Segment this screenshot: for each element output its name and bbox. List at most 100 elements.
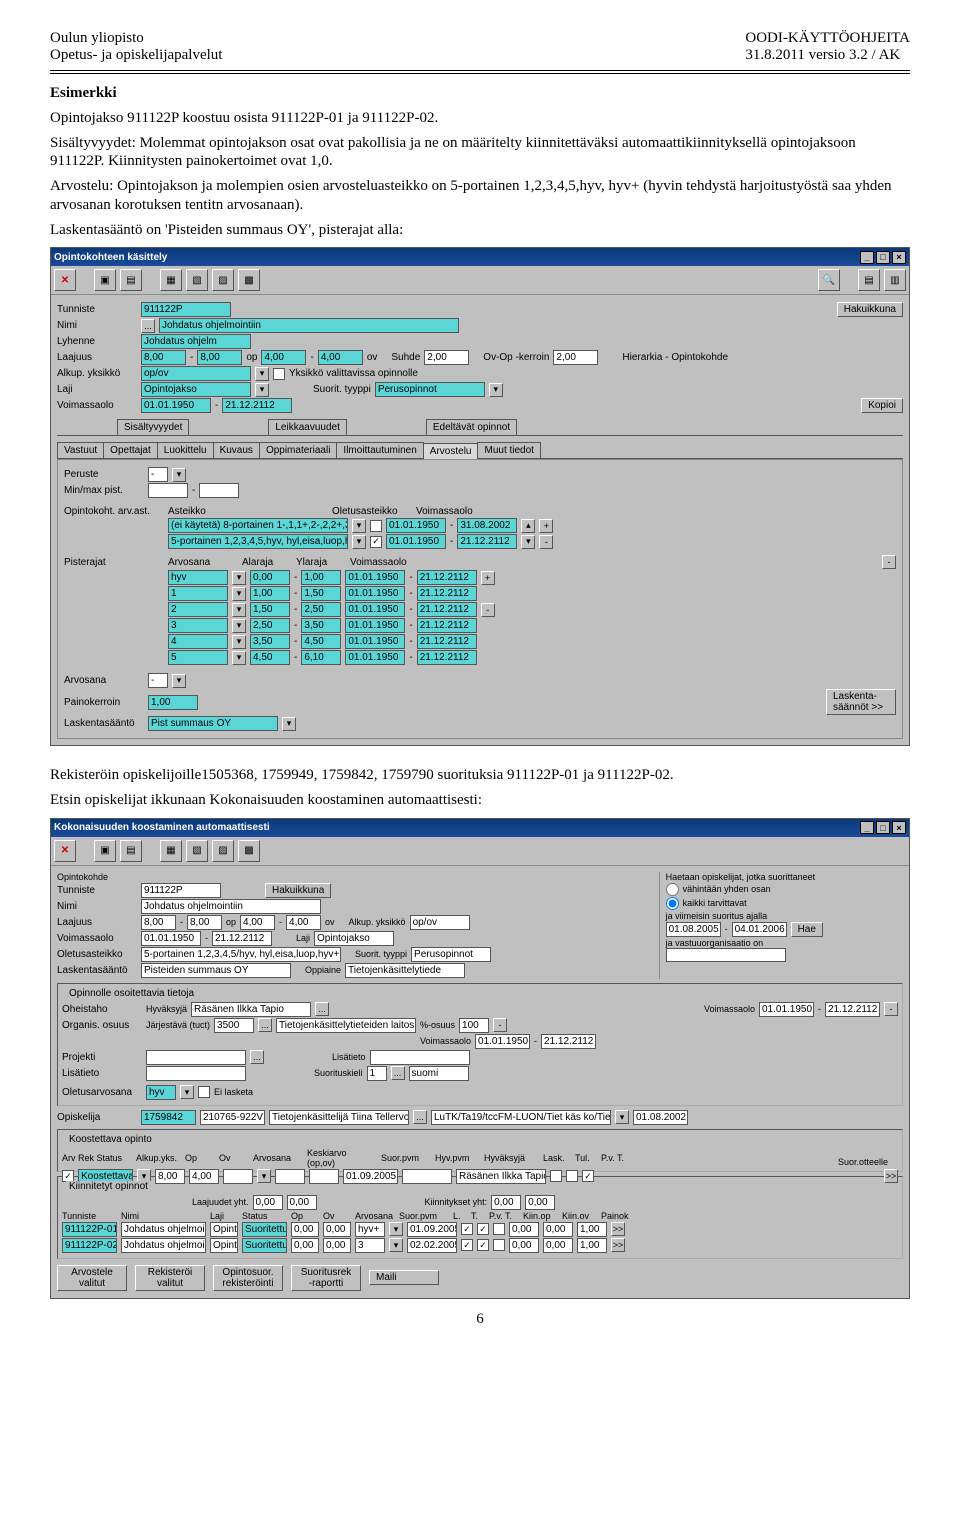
tool-icon[interactable]: ▤ bbox=[120, 269, 142, 291]
cell-ala[interactable]: 1,50 bbox=[250, 602, 290, 617]
field-nimi[interactable]: Johdatus ohjelmointiin bbox=[159, 318, 459, 333]
cell-vb[interactable]: 21.12.2112 bbox=[417, 650, 477, 665]
down-icon[interactable]: ▾ bbox=[521, 535, 535, 549]
field-ast1b[interactable]: 31.08.2002 bbox=[457, 518, 517, 533]
tab-vastuut[interactable]: Vastuut bbox=[57, 442, 104, 458]
field-ast2a[interactable]: 01.01.1950 bbox=[386, 534, 446, 549]
tab-leikkaavuudet[interactable]: Leikkaavuudet bbox=[268, 419, 347, 435]
tool-icon[interactable]: ▥ bbox=[884, 269, 906, 291]
field-voim-b[interactable]: 21.12.2112 bbox=[222, 398, 292, 413]
field-laajuus-d[interactable]: 4,00 bbox=[318, 350, 363, 365]
min-icon[interactable]: _ bbox=[860, 821, 874, 834]
cell-arv[interactable]: 2 bbox=[168, 602, 228, 617]
cell-vb[interactable]: 21.12.2112 bbox=[417, 618, 477, 633]
field-arvosana[interactable]: - bbox=[148, 673, 168, 688]
checkbox[interactable] bbox=[370, 520, 382, 532]
checkbox[interactable]: ✓ bbox=[370, 536, 382, 548]
hae-button[interactable]: Hae bbox=[791, 922, 823, 937]
cell-ala[interactable]: 4,50 bbox=[250, 650, 290, 665]
tab-luokittelu[interactable]: Luokittelu bbox=[157, 442, 214, 458]
dropdown-icon[interactable]: ▾ bbox=[352, 535, 366, 549]
tool-icon[interactable]: ▧ bbox=[186, 269, 208, 291]
cell-yla[interactable]: 6,10 bbox=[301, 650, 341, 665]
cell-vb[interactable]: 21.12.2112 bbox=[417, 570, 477, 585]
tool-icon[interactable]: ▦ bbox=[160, 269, 182, 291]
radio-kaikki[interactable] bbox=[666, 897, 679, 910]
cell-va[interactable]: 01.01.1950 bbox=[345, 602, 405, 617]
tab-sisaltyvyydet[interactable]: Sisältyvyydet bbox=[117, 419, 189, 435]
dropdown-icon[interactable]: ▾ bbox=[255, 383, 269, 397]
tool-icon[interactable]: ▩ bbox=[238, 840, 260, 862]
action-button[interactable]: Suoritusrek -raportti bbox=[291, 1265, 361, 1291]
field-ast1[interactable]: (ei käytetä) 8-portainen 1-,1,1+,2-,2,2+… bbox=[168, 518, 348, 533]
field-d1[interactable]: 01.08.2005 bbox=[666, 922, 721, 937]
field-laajuus-b[interactable]: 8,00 bbox=[197, 350, 242, 365]
field-suorit[interactable]: Perusopinnot bbox=[375, 382, 485, 397]
tool-icon[interactable]: ▣ bbox=[94, 269, 116, 291]
field-laajuus-c[interactable]: 4,00 bbox=[261, 350, 306, 365]
field-peruste[interactable]: - bbox=[148, 467, 168, 482]
tab-arvostelu[interactable]: Arvostelu bbox=[423, 443, 479, 459]
cell-yla[interactable]: 2,50 bbox=[301, 602, 341, 617]
action-button[interactable]: Arvostele valitut bbox=[57, 1265, 127, 1291]
dropdown-icon[interactable]: ▾ bbox=[255, 367, 269, 381]
field-d2[interactable]: 04.01.2006 bbox=[732, 922, 787, 937]
max-icon[interactable]: □ bbox=[876, 821, 890, 834]
cell-vb[interactable]: 21.12.2112 bbox=[417, 602, 477, 617]
cell-vb[interactable]: 21.12.2112 bbox=[417, 586, 477, 601]
field-voim-a[interactable]: 01.01.1950 bbox=[141, 398, 211, 413]
field-ast2b[interactable]: 21.12.2112 bbox=[457, 534, 517, 549]
cell-vb[interactable]: 21.12.2112 bbox=[417, 634, 477, 649]
field-tun[interactable]: 911122P bbox=[141, 883, 221, 898]
tab-kuvaus[interactable]: Kuvaus bbox=[213, 442, 260, 458]
action-button[interactable]: Maili bbox=[369, 1270, 439, 1285]
cell-arv[interactable]: 4 bbox=[168, 634, 228, 649]
dropdown-icon[interactable]: ▾ bbox=[172, 468, 186, 482]
cell-yla[interactable]: 1,00 bbox=[301, 570, 341, 585]
cell-va[interactable]: 01.01.1950 bbox=[345, 650, 405, 665]
hakuikkuna-button[interactable]: Hakuikkuna bbox=[837, 302, 903, 317]
action-button[interactable]: Opintosuor. rekisteröinti bbox=[213, 1265, 283, 1291]
search-icon[interactable]: 🔍 bbox=[818, 269, 840, 291]
cell-yla[interactable]: 3,50 bbox=[301, 618, 341, 633]
tool-icon[interactable]: ▨ bbox=[212, 269, 234, 291]
cell-yla[interactable]: 1,50 bbox=[301, 586, 341, 601]
cell-va[interactable]: 01.01.1950 bbox=[345, 618, 405, 633]
field-ast1a[interactable]: 01.01.1950 bbox=[386, 518, 446, 533]
up-icon[interactable]: ▴ bbox=[521, 519, 535, 533]
field-painok[interactable]: 1,00 bbox=[148, 695, 198, 710]
cell-arv[interactable]: hyv bbox=[168, 570, 228, 585]
dropdown-icon[interactable]: ▾ bbox=[172, 674, 186, 688]
checkbox-yksikko[interactable] bbox=[273, 368, 285, 380]
tool-icon[interactable]: ▩ bbox=[238, 269, 260, 291]
close-tool-icon[interactable]: ✕ bbox=[54, 840, 76, 862]
plus-button[interactable]: + bbox=[539, 519, 553, 533]
field-ovop[interactable]: 2,00 bbox=[553, 350, 598, 365]
dropdown-icon[interactable]: ▾ bbox=[352, 519, 366, 533]
tool-icon[interactable]: ▦ bbox=[160, 840, 182, 862]
laskentasaannot-button[interactable]: Laskenta-säännöt >> bbox=[826, 689, 896, 715]
cell-arv[interactable]: 5 bbox=[168, 650, 228, 665]
field-laji[interactable]: Opintojakso bbox=[141, 382, 251, 397]
tool-icon[interactable]: ▣ bbox=[94, 840, 116, 862]
tab-opettajat[interactable]: Opettajat bbox=[103, 442, 158, 458]
dropdown-icon[interactable]: ▾ bbox=[282, 717, 296, 731]
close-tool-icon[interactable]: ✕ bbox=[54, 269, 76, 291]
field-laskenta[interactable]: Pist summaus OY bbox=[148, 716, 278, 731]
max-icon[interactable]: □ bbox=[876, 251, 890, 264]
cell-ala[interactable]: 1,00 bbox=[250, 586, 290, 601]
tab-edeltavat[interactable]: Edeltävät opinnot bbox=[426, 419, 517, 435]
cell-ala[interactable]: 2,50 bbox=[250, 618, 290, 633]
dropdown-icon[interactable]: ▾ bbox=[489, 383, 503, 397]
radio-vahintaan[interactable] bbox=[666, 883, 679, 896]
cell-ala[interactable]: 0,00 bbox=[250, 570, 290, 585]
field-min[interactable] bbox=[148, 483, 188, 498]
tool-icon[interactable]: ▤ bbox=[120, 840, 142, 862]
field-lyhenne[interactable]: Johdatus ohjelm bbox=[141, 334, 251, 349]
min-icon[interactable]: _ bbox=[860, 251, 874, 264]
field-suhde[interactable]: 2,00 bbox=[424, 350, 469, 365]
action-button[interactable]: Rekisteröi valitut bbox=[135, 1265, 205, 1291]
field-tunniste[interactable]: 911122P bbox=[141, 302, 231, 317]
cell-va[interactable]: 01.01.1950 bbox=[345, 570, 405, 585]
tab-ilmoittautuminen[interactable]: Ilmoittautuminen bbox=[336, 442, 423, 458]
